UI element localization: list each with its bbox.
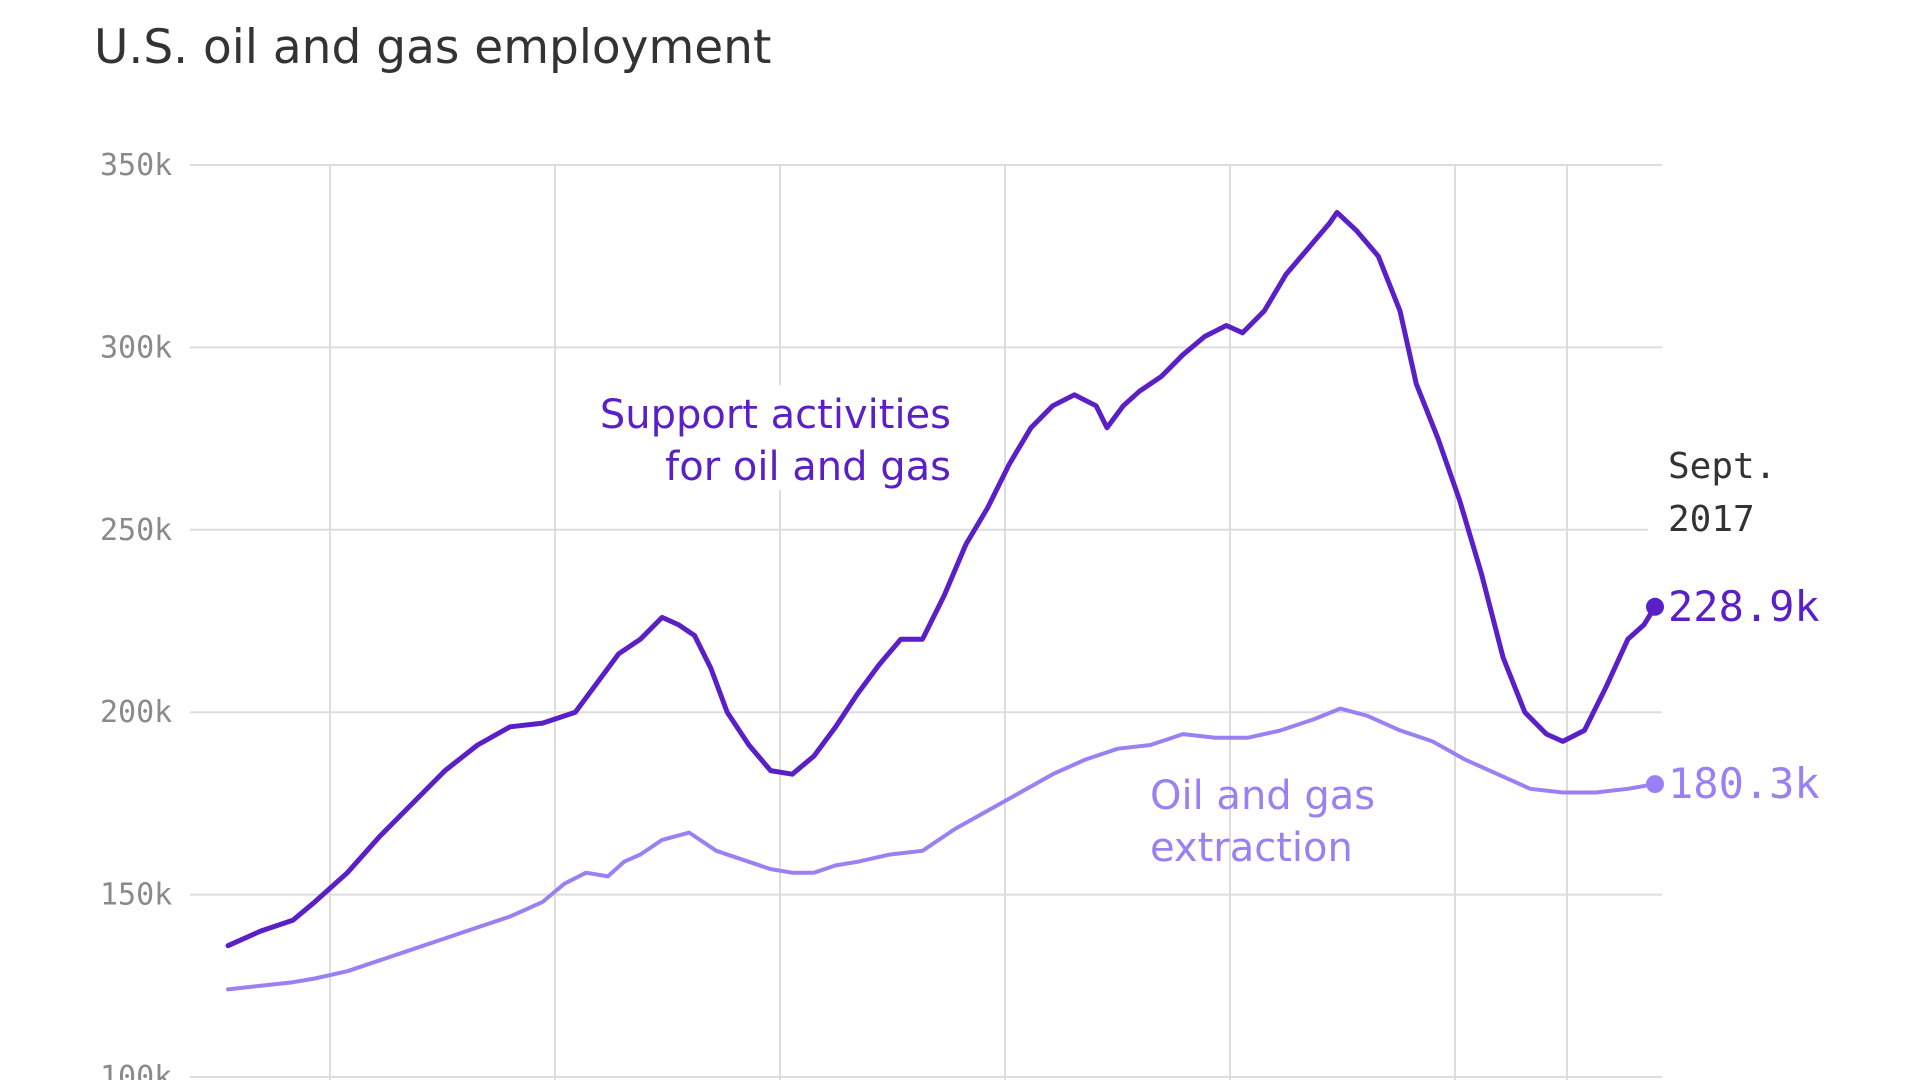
support-end-value: 228.9k	[1668, 582, 1820, 631]
series-layer	[225, 209, 1664, 992]
y-tick-label: 150k	[100, 878, 172, 913]
grid-layer	[190, 164, 1662, 1080]
date-annotation: 2017	[1668, 499, 1755, 540]
extraction-line	[226, 706, 1657, 992]
y-tick-label: 200k	[100, 695, 172, 730]
support-series-label: Support activities	[600, 392, 951, 438]
y-tick-label: 100k	[100, 1060, 172, 1080]
y-tick-label: 250k	[100, 513, 172, 548]
label-layer: 228.9k 180.3k Support activities for oil an…	[575, 385, 1820, 871]
support-activities-line	[225, 209, 1658, 949]
y-tick-label: 350k	[100, 148, 172, 183]
extraction-end-value: 180.3k	[1668, 759, 1820, 808]
extraction-end-point	[1646, 775, 1664, 794]
y-tick-label: 300k	[100, 330, 172, 365]
extraction-series-label: Oil and gas	[1150, 773, 1375, 819]
date-annotation: Sept.	[1668, 446, 1776, 487]
extraction-series-label: extraction	[1150, 825, 1353, 871]
support-end-point	[1646, 597, 1664, 616]
chart-title: U.S. oil and gas employment	[94, 20, 771, 75]
support-series-label: for oil and gas	[665, 444, 951, 490]
y-axis: 350k 300k 250k 200k 150k 100k	[100, 148, 172, 1080]
label-background	[575, 385, 960, 490]
